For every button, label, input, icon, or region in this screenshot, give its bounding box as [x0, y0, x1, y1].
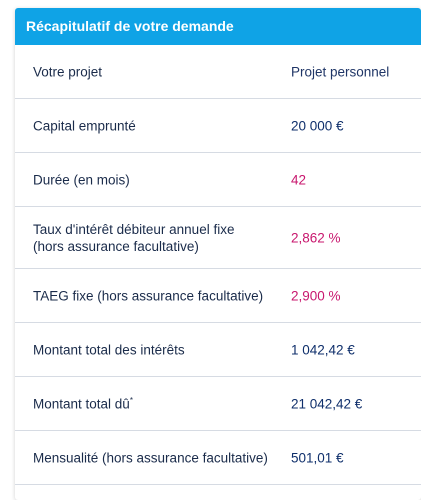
row-capital-label: Capital emprunté — [33, 118, 136, 133]
row-capital: Capital emprunté 20 000 € — [15, 99, 421, 153]
row-interest-rate-value: 2,862 % — [291, 230, 341, 245]
row-duration-label: Durée (en mois) — [33, 172, 130, 187]
row-monthly-payment: Mensualité (hors assurance facultative) … — [15, 431, 421, 485]
summary-card-title: Récapitulatif de votre demande — [15, 8, 421, 45]
row-project: Votre projet Projet personnel — [15, 45, 421, 99]
row-total-interest: Montant total des intérêts 1 042,42 € — [15, 323, 421, 377]
row-taeg: TAEG fixe (hors assurance facultative) 2… — [15, 269, 421, 323]
row-duration-value: 42 — [291, 172, 307, 187]
row-project-label: Votre projet — [33, 64, 103, 79]
row-monthly-payment-value: 501,01 € — [291, 450, 344, 465]
row-total-due-value: 21 042,42 € — [291, 396, 363, 411]
row-interest-rate-label: Taux d'intérêt débiteur annuel fixe (hor… — [33, 221, 235, 254]
row-monthly-payment-label: Mensualité (hors assurance facultative) — [33, 450, 268, 465]
row-duration: Durée (en mois) 42 — [15, 153, 421, 207]
row-total-due: Montant total dû* 21 042,42 € — [15, 377, 421, 431]
row-total-interest-label: Montant total des intérêts — [33, 342, 185, 357]
summary-rows: Votre projet Projet personnel Capital em… — [15, 45, 421, 485]
row-total-due-label-wrap: Montant total dû* — [33, 395, 268, 412]
row-total-due-label: Montant total dû — [33, 396, 130, 411]
summary-card: Récapitulatif de votre demande Votre pro… — [15, 8, 421, 500]
row-taeg-label: TAEG fixe (hors assurance facultative) — [33, 288, 264, 303]
row-capital-value: 20 000 € — [291, 118, 344, 133]
row-taeg-value: 2,900 % — [291, 288, 341, 303]
row-total-due-footnote-marker: * — [129, 395, 133, 405]
row-total-interest-value: 1 042,42 € — [291, 342, 355, 357]
row-project-value: Projet personnel — [291, 64, 390, 79]
row-interest-rate: Taux d'intérêt débiteur annuel fixe (hor… — [15, 207, 421, 269]
